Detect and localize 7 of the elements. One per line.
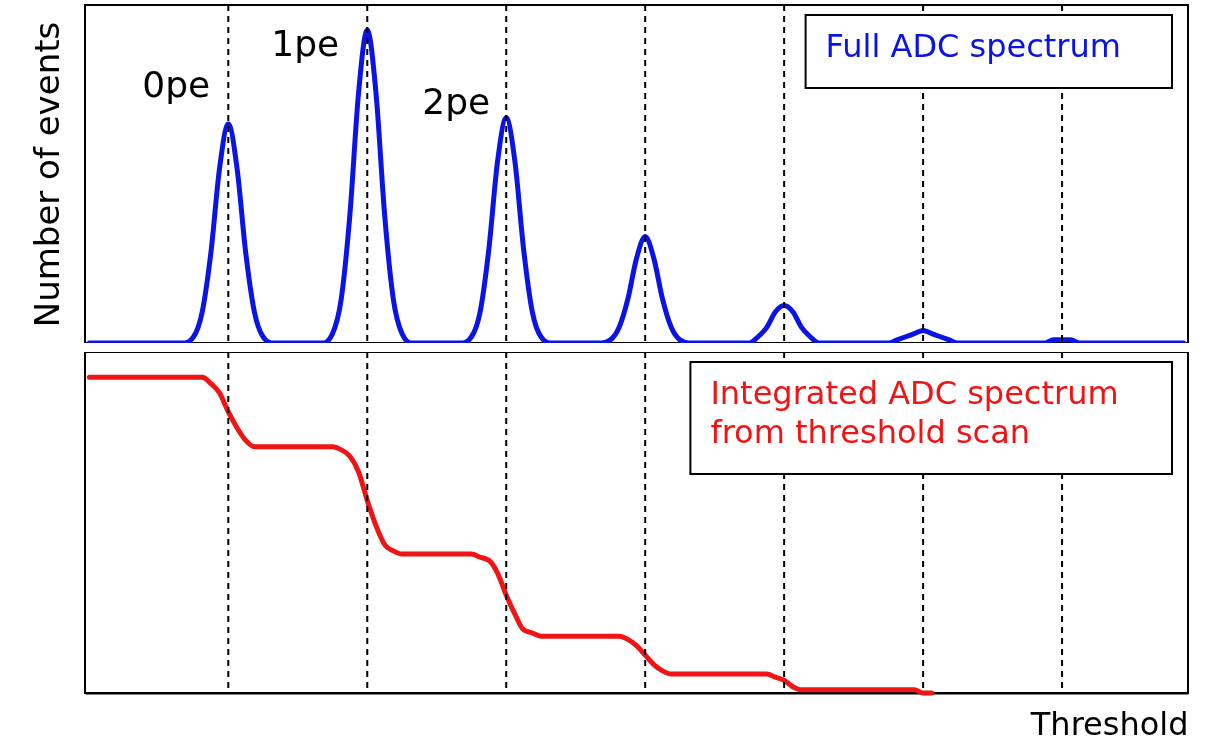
x-axis-title: Threshold: [1029, 704, 1189, 743]
annotation: 2pe: [422, 80, 491, 122]
y-axis-title: Number of events: [26, 21, 67, 328]
text: Full ADC spectrum: [825, 27, 1121, 65]
text: Integrated ADC spectrum from threshold scan: [710, 374, 1119, 452]
annotation: 0pe: [142, 63, 211, 105]
annotation: 1pe: [271, 23, 340, 65]
